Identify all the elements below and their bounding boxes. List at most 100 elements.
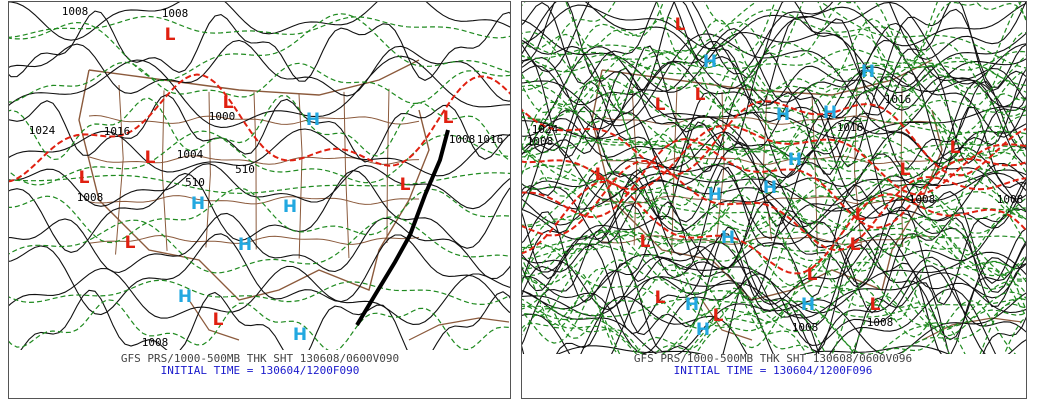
thickness-line [522,224,1026,329]
thickness-line [522,133,1026,233]
pressure-center: L [850,235,861,255]
thickness-line [522,231,1026,276]
thickness-540 [522,180,1026,275]
contour-label: 1008 [62,5,89,18]
pressure-center: L [675,15,686,35]
pressure-center: L [125,233,136,253]
contour-label: 1016 [837,121,864,134]
thickness-line [522,172,1026,277]
thickness-line [522,266,1026,354]
pressure-center: L [870,295,881,315]
thickness-line [522,67,1026,162]
pressure-center: H [685,295,699,315]
thickness-line [522,242,1026,331]
isobar [9,169,510,253]
country-border [78,59,430,301]
pressure-center: L [223,93,234,113]
thickness-line [522,229,1026,333]
state-border [900,87,904,248]
pressure-center: L [79,168,90,188]
thickness-line [522,262,1026,339]
thickness-line [522,194,1026,256]
pressure-center: H [708,185,722,205]
isobar [9,265,510,325]
pressure-center: L [855,205,866,225]
thickness-line [522,216,1026,320]
contour-label: 1008 [997,193,1024,206]
state-border [343,91,350,259]
contour-label: 1008 [77,191,104,204]
initial-time: INITIAL TIME = 130604/1200F096 [674,364,873,377]
pressure-center: L [900,160,911,180]
state-border [161,90,168,251]
thickness-line [522,300,1017,354]
thickness-line [522,152,1026,238]
pressure-center: L [213,310,224,330]
thickness-line [522,170,1026,288]
thickness-line [522,201,1026,232]
isobar [522,169,1026,212]
isobar [9,128,510,177]
state-border [88,195,419,205]
pressure-center: L [443,108,454,128]
pressure-center: L [655,95,666,115]
cold-front [355,129,450,327]
caption: GFS PRS/1000-500MB THK SHT 130608/0600V0… [634,352,912,365]
isobar [522,22,1026,115]
isobar [522,201,1026,314]
pressure-center: L [655,288,666,308]
isobar [580,288,997,354]
isobar [522,251,1026,314]
thickness-line [522,145,1026,236]
pressure-center: H [776,105,790,125]
pressure-center: H [191,194,205,214]
contour-label: 1004 [177,148,204,161]
pressure-center: L [400,175,411,195]
thickness-line [522,291,1026,354]
isobar [556,345,950,354]
thickness-line [522,77,1026,159]
thickness-line [9,13,510,82]
thickness-line [522,230,1026,252]
isobar [20,289,510,350]
pressure-center: H [801,295,815,315]
thickness-540 [522,159,1026,252]
thickness-line [522,18,1026,108]
thickness-line [522,31,1026,136]
contour-label: 1008 [792,321,819,334]
isobar [522,2,1026,50]
contour-label: 1024 [29,124,56,137]
pressure-center: H [283,197,297,217]
pressure-center: H [696,320,710,340]
contour-label: 1008 [909,193,936,206]
pressure-center: H [178,287,192,307]
contour-label: 510 [235,163,255,176]
state-border [205,91,211,248]
coastline [188,299,510,341]
thickness-line [9,299,510,350]
contour-label: 1016 [477,133,504,146]
thickness-line [522,250,1026,349]
thickness-line [522,174,1026,228]
contour-label: 1008 [162,7,189,20]
thickness-line [9,95,510,161]
contour-label: 1024 [532,123,559,136]
thickness-line [9,187,510,244]
thickness-line [9,216,510,274]
thickness-line [522,48,1026,73]
isobar [9,93,510,163]
thickness-line [9,279,510,306]
contour-label: 510 [185,176,205,189]
thickness-line [522,298,1026,354]
thickness-line [522,2,1026,61]
pressure-center: H [238,235,252,255]
pressure-center: L [950,138,961,158]
thickness-line [522,2,1026,69]
thickness-line [522,139,1026,163]
contour-label: 1008 [449,133,476,146]
state-border [253,92,257,250]
state-border [601,195,933,205]
isobar [9,233,510,316]
